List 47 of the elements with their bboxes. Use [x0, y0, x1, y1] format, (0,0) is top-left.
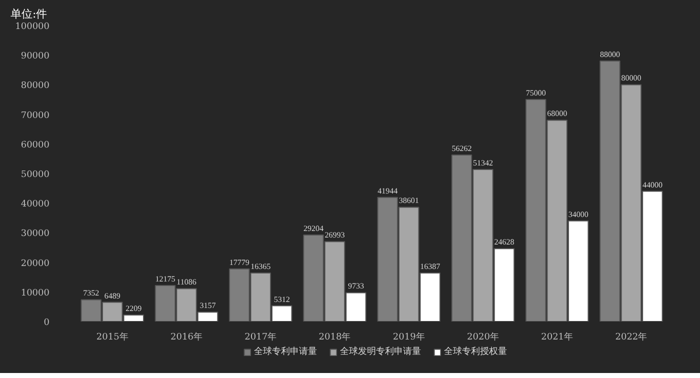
data-label: 12175	[155, 274, 176, 284]
data-label: 6489	[104, 291, 120, 300]
x-tick-label: 2015年	[96, 332, 128, 342]
y-tick-label: 20000	[20, 258, 50, 269]
x-tick-label: 2022年	[615, 332, 648, 342]
data-label: 9733	[348, 282, 364, 291]
data-label: 38601	[398, 196, 419, 206]
x-tick-label: 2017年	[244, 332, 277, 342]
data-label: 44000	[642, 180, 662, 190]
y-axis-title: 单位:件	[10, 8, 48, 20]
y-tick-label: 30000	[20, 229, 50, 240]
data-label: 11086	[176, 278, 196, 287]
data-label: 29204	[303, 224, 324, 234]
data-label: 16365	[250, 262, 271, 272]
y-tick-label: 10000	[20, 288, 50, 298]
x-tick-label: 2016年	[170, 332, 202, 342]
y-tick-label: 0	[44, 318, 50, 328]
data-label: 24628	[494, 238, 514, 247]
x-tick-label: 2019年	[392, 332, 425, 342]
x-tick-label: 2018年	[318, 332, 351, 342]
data-label: 16387	[420, 262, 440, 271]
data-label: 68000	[547, 109, 568, 118]
data-label: 56262	[452, 144, 472, 153]
y-tick-label: 60000	[20, 140, 50, 150]
legend-label: 全球专利申请量	[254, 345, 317, 358]
data-label: 80000	[621, 74, 642, 83]
x-tick-label: 2020年	[467, 332, 499, 342]
legend-label: 全球发明专利申请量	[340, 345, 421, 358]
data-label: 5312	[274, 294, 290, 304]
data-label: 51342	[472, 158, 493, 168]
data-label: 88000	[600, 50, 620, 60]
y-tick-label: 100000	[15, 22, 50, 32]
y-tick-label: 40000	[20, 200, 50, 210]
data-label: 2209	[126, 304, 142, 313]
x-tick-label: 2021年	[541, 332, 574, 342]
data-label: 75000	[526, 88, 546, 98]
y-tick-label: 50000	[20, 170, 50, 180]
data-label: 7352	[83, 288, 100, 298]
data-label: 17779	[229, 258, 250, 267]
data-label: 34000	[568, 210, 588, 219]
data-label: 3157	[200, 301, 216, 310]
data-label: 26993	[324, 230, 345, 240]
y-tick-label: 80000	[20, 81, 50, 92]
y-tick-label: 90000	[20, 52, 50, 62]
legend-label: 全球专利授权量	[444, 345, 507, 358]
data-label: 41944	[378, 186, 398, 196]
y-tick-label: 70000	[20, 110, 50, 121]
